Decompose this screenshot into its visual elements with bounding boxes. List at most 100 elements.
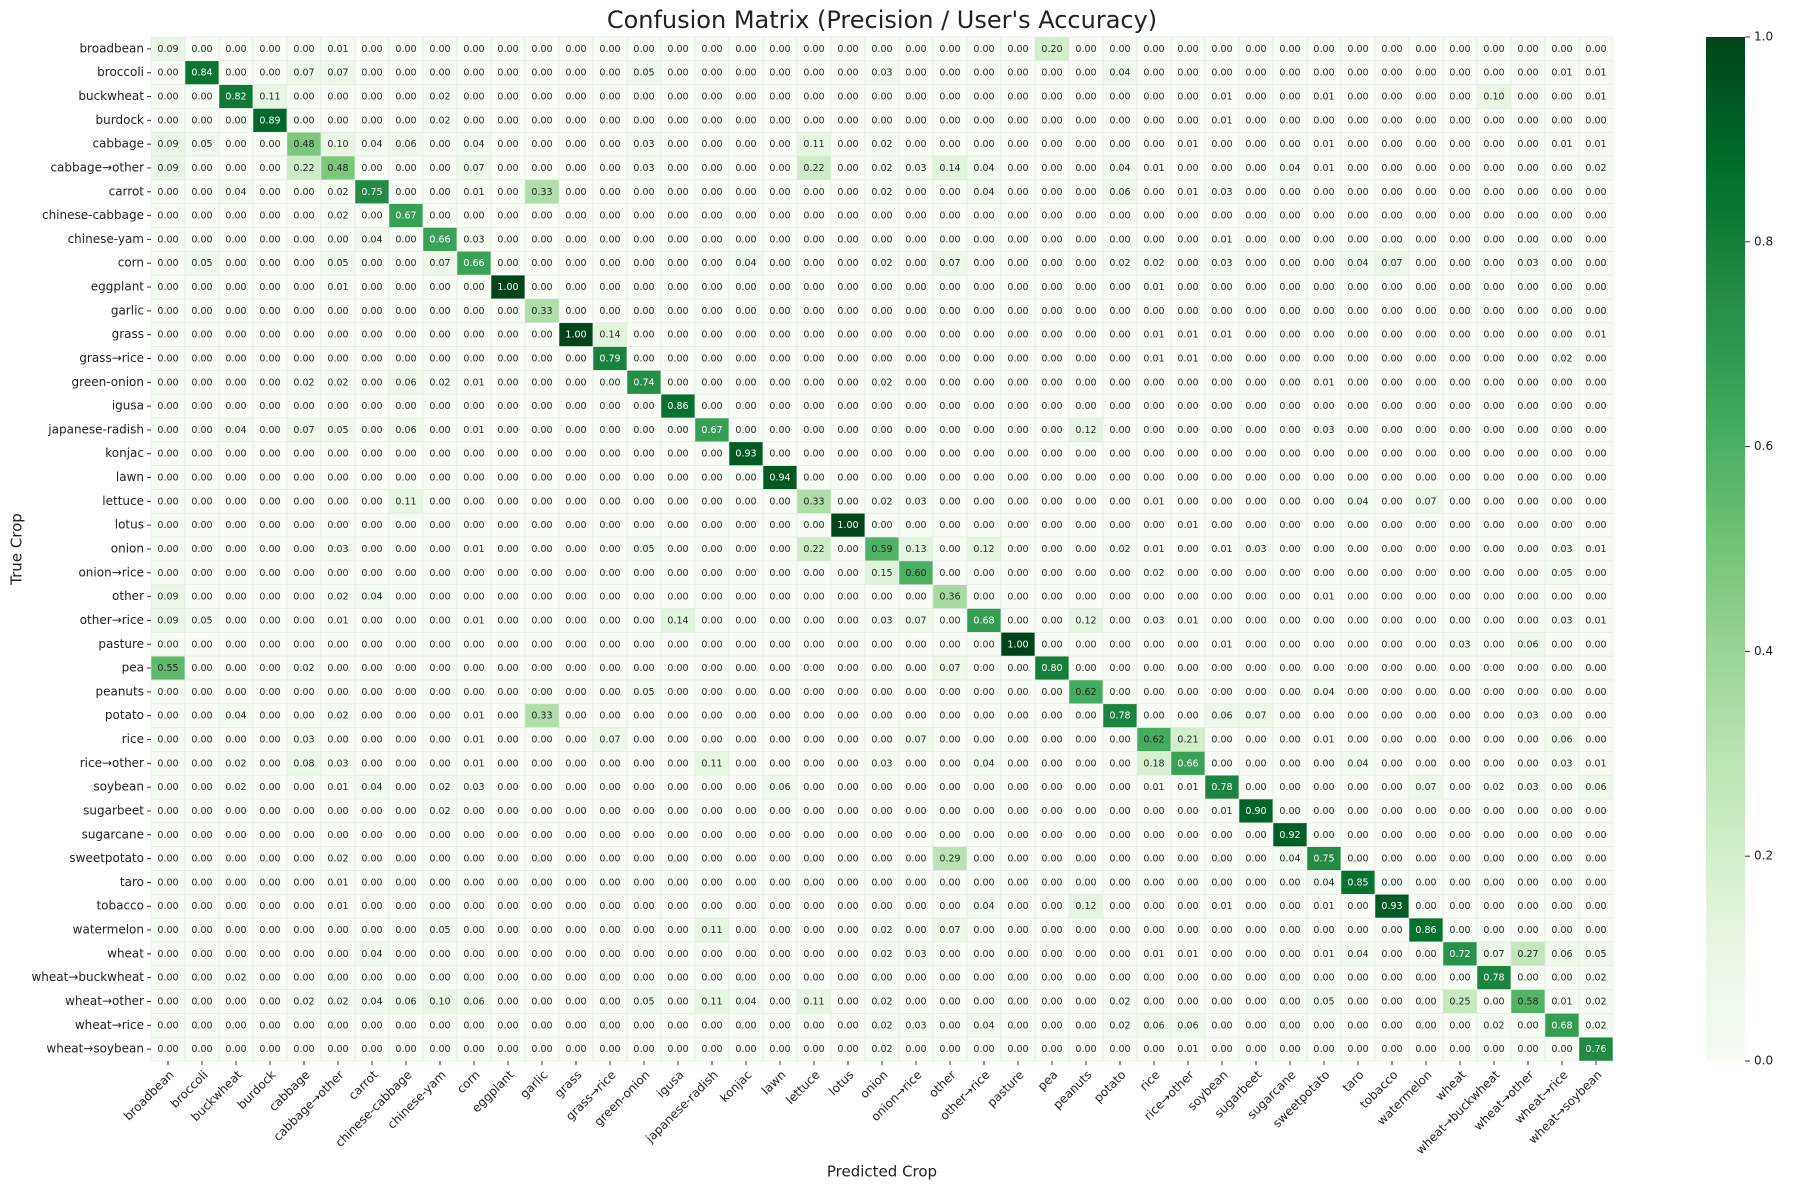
cell-value-label: 0.00	[361, 758, 382, 769]
cell-value-label: 0.00	[1211, 735, 1232, 746]
cell-value-label: 0.00	[905, 711, 926, 722]
cell-value-label: 0.00	[1075, 282, 1096, 293]
cell-value-label: 0.00	[1279, 592, 1300, 603]
cell-value-label: 0.00	[157, 901, 178, 912]
cell-value-label: 0.00	[1177, 68, 1198, 79]
cell-value-label: 0.00	[395, 1044, 416, 1055]
cell-value-label: 0.00	[1279, 282, 1300, 293]
cell-value-label: 0.00	[1041, 377, 1062, 388]
cell-value-label: 0.00	[1075, 163, 1096, 174]
cell-value-label: 0.00	[871, 901, 892, 912]
cell-value-label: 0.60	[905, 568, 926, 579]
cell-value-label: 0.00	[361, 520, 382, 531]
cell-value-label: 0.00	[667, 139, 688, 150]
cell-value-label: 0.00	[1279, 449, 1300, 460]
cell-value-label: 0.00	[463, 520, 484, 531]
cell-value-label: 0.00	[259, 615, 280, 626]
cell-value-label: 0.00	[497, 877, 518, 888]
cell-value-label: 0.00	[1313, 758, 1334, 769]
cell-value-label: 0.00	[1007, 544, 1028, 555]
cell-value-label: 0.00	[1313, 806, 1334, 817]
y-tick-label: rice→other	[80, 756, 144, 770]
cell-value-label: 0.00	[1347, 782, 1368, 793]
cell-value-label: 0.00	[1075, 711, 1096, 722]
cell-value-label: 0.00	[1143, 806, 1164, 817]
cell-value-label: 0.00	[667, 163, 688, 174]
cell-value-label: 0.00	[735, 830, 756, 841]
cell-value-label: 0.00	[667, 806, 688, 817]
cell-value-label: 0.00	[293, 473, 314, 484]
cell-value-label: 0.07	[1483, 949, 1504, 960]
cell-value-label: 0.00	[871, 401, 892, 412]
cell-value-label: 0.00	[599, 1020, 620, 1031]
y-tick-label: lettuce	[102, 494, 144, 508]
cell-value-label: 0.00	[1585, 925, 1606, 936]
cell-value-label: 0.00	[633, 306, 654, 317]
cell-value-label: 0.00	[837, 44, 858, 55]
cell-value-label: 0.00	[1041, 687, 1062, 698]
cell-value-label: 0.00	[1517, 901, 1538, 912]
cell-value-label: 0.00	[735, 1020, 756, 1031]
cell-value-label: 0.00	[1347, 854, 1368, 865]
cell-value-label: 0.00	[1313, 615, 1334, 626]
cell-value-label: 0.00	[1347, 711, 1368, 722]
cell-value-label: 0.58	[1517, 996, 1538, 1007]
cell-value-label: 0.00	[225, 1044, 246, 1055]
cell-value-label: 0.00	[191, 806, 212, 817]
cell-value-label: 0.00	[1551, 234, 1572, 245]
cell-value-label: 0.00	[1551, 306, 1572, 317]
cell-value-label: 0.00	[1347, 830, 1368, 841]
cell-value-label: 0.00	[1041, 425, 1062, 436]
cell-value-label: 0.67	[701, 425, 722, 436]
cell-value-label: 0.00	[395, 615, 416, 626]
cell-value-label: 0.00	[1517, 473, 1538, 484]
cell-value-label: 0.00	[1143, 711, 1164, 722]
cell-value-label: 0.00	[293, 353, 314, 364]
cell-value-label: 0.00	[157, 925, 178, 936]
cell-value-label: 0.00	[463, 1020, 484, 1031]
cell-value-label: 0.00	[361, 496, 382, 507]
cell-value-label: 0.00	[463, 854, 484, 865]
cell-value-label: 0.00	[395, 163, 416, 174]
cell-value-label: 0.00	[1585, 187, 1606, 198]
cell-value-label: 0.00	[429, 401, 450, 412]
cell-value-label: 0.00	[1585, 44, 1606, 55]
cell-value-label: 0.03	[1551, 615, 1572, 626]
cell-value-label: 0.80	[1041, 663, 1062, 674]
cell-value-label: 0.00	[939, 353, 960, 364]
cell-value-label: 0.00	[497, 758, 518, 769]
cell-value-label: 0.00	[463, 806, 484, 817]
cell-value-label: 0.00	[1551, 973, 1572, 984]
cell-value-label: 0.00	[225, 115, 246, 126]
cell-value-label: 0.00	[1143, 854, 1164, 865]
cell-value-label: 0.00	[191, 663, 212, 674]
cell-value-label: 0.00	[871, 306, 892, 317]
cell-value-label: 0.00	[395, 973, 416, 984]
cell-value-label: 0.00	[1415, 377, 1436, 388]
cell-value-label: 0.00	[1585, 449, 1606, 460]
cell-value-label: 0.00	[463, 282, 484, 293]
cell-value-label: 0.00	[1075, 258, 1096, 269]
cell-value-label: 0.00	[973, 330, 994, 341]
cell-value-label: 0.00	[939, 520, 960, 531]
cell-value-label: 0.00	[1449, 615, 1470, 626]
cell-value-label: 0.00	[599, 973, 620, 984]
cell-value-label: 0.00	[191, 115, 212, 126]
cell-value-label: 0.00	[837, 735, 858, 746]
cell-value-label: 0.00	[1517, 163, 1538, 174]
cell-value-label: 0.04	[973, 901, 994, 912]
cell-value-label: 0.06	[395, 377, 416, 388]
cell-value-label: 0.00	[1347, 592, 1368, 603]
cell-value-label: 0.00	[1041, 639, 1062, 650]
cell-value-label: 0.00	[905, 115, 926, 126]
cell-value-label: 0.03	[1245, 544, 1266, 555]
cell-value-label: 0.00	[259, 996, 280, 1007]
cell-value-label: 0.00	[871, 282, 892, 293]
cell-value-label: 0.00	[1483, 473, 1504, 484]
x-tick-label: rice	[1137, 1068, 1163, 1094]
cell-value-label: 0.00	[905, 187, 926, 198]
cell-value-label: 0.00	[599, 877, 620, 888]
cell-value-label: 0.00	[1211, 520, 1232, 531]
cell-value-label: 0.00	[1007, 449, 1028, 460]
cell-value-label: 0.00	[1585, 425, 1606, 436]
